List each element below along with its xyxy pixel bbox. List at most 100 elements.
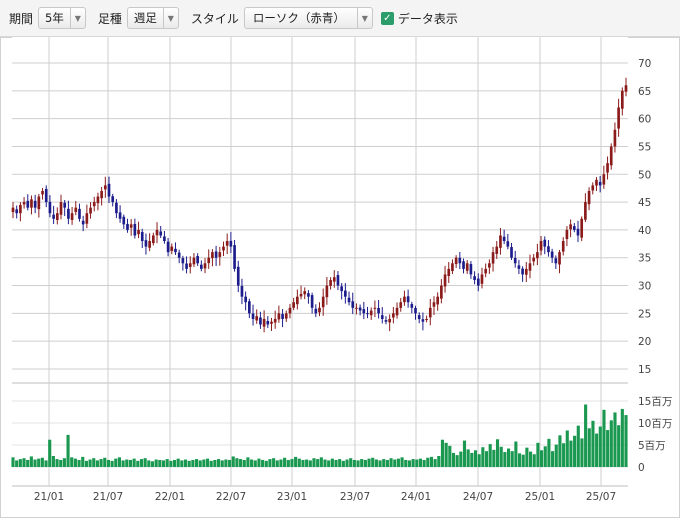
volume-bar bbox=[352, 459, 356, 467]
volume-bar bbox=[400, 457, 404, 467]
volume-bar bbox=[297, 458, 301, 467]
volume-bar bbox=[591, 420, 595, 467]
volume-bar bbox=[525, 447, 529, 467]
time-tick-label: 24/07 bbox=[463, 491, 493, 503]
volume-bar bbox=[448, 445, 452, 467]
chart-toolbar: 期間 5年 ▼ 足種 週足 ▼ スタイル ローソク（赤青） ▼ ✓ データ表示 bbox=[0, 0, 680, 37]
candle-up bbox=[465, 263, 469, 271]
volume-bar bbox=[22, 458, 26, 467]
volume-bar bbox=[139, 459, 144, 467]
candle-down bbox=[417, 315, 421, 319]
volume-bar bbox=[492, 449, 496, 467]
candle-down bbox=[572, 226, 576, 230]
volume-bar bbox=[418, 458, 423, 467]
time-tick-label: 21/01 bbox=[34, 491, 64, 503]
volume-bar bbox=[554, 444, 558, 467]
candle-down bbox=[377, 308, 380, 314]
volume-bar bbox=[257, 458, 261, 467]
candle-down bbox=[421, 319, 425, 322]
volume-bar bbox=[584, 404, 588, 467]
candle-up bbox=[565, 229, 569, 240]
candle-up bbox=[303, 291, 307, 295]
volume-bar bbox=[272, 458, 276, 467]
candle-up bbox=[447, 268, 451, 277]
candle-up bbox=[436, 296, 439, 305]
candle-down bbox=[48, 201, 52, 214]
volume-bar bbox=[198, 460, 202, 467]
candle-down bbox=[67, 208, 70, 219]
volume-bar bbox=[216, 459, 221, 467]
candle-up bbox=[284, 313, 288, 319]
candle-down bbox=[517, 265, 521, 269]
volume-bar bbox=[316, 459, 320, 467]
candle-up bbox=[495, 246, 499, 254]
interval-dropdown[interactable]: 週足 ▼ bbox=[126, 7, 179, 29]
candle-up bbox=[602, 174, 606, 185]
volume-bar bbox=[15, 460, 19, 467]
volume-bar bbox=[514, 441, 518, 467]
volume-bar bbox=[128, 459, 133, 467]
volume-bar bbox=[117, 457, 122, 467]
candle-up bbox=[587, 190, 591, 205]
candle-down bbox=[115, 202, 118, 214]
volume-bar bbox=[154, 459, 158, 467]
candle-down bbox=[366, 313, 369, 315]
chevron-down-icon: ▼ bbox=[162, 8, 178, 28]
volume-bar bbox=[264, 460, 268, 467]
time-tick-label: 21/07 bbox=[93, 491, 123, 503]
volume-bar bbox=[40, 457, 44, 467]
candle-down bbox=[163, 236, 166, 242]
candle-up bbox=[403, 296, 406, 303]
volume-bar bbox=[609, 420, 613, 467]
volume-bar bbox=[371, 457, 375, 467]
volume-bar bbox=[393, 459, 397, 467]
candle-down bbox=[26, 200, 30, 208]
candle-down bbox=[513, 257, 517, 264]
volume-bar bbox=[551, 451, 555, 467]
volume-bar bbox=[305, 459, 309, 467]
candle-up bbox=[225, 241, 229, 246]
candle-up bbox=[218, 252, 222, 257]
volume-bar bbox=[602, 409, 606, 467]
candle-up bbox=[561, 241, 565, 252]
volume-bar bbox=[286, 459, 290, 467]
volume-bar bbox=[558, 435, 562, 467]
candle-up bbox=[288, 307, 292, 314]
style-dropdown[interactable]: ローソク（赤青） ▼ bbox=[243, 7, 373, 29]
volume-bar bbox=[426, 457, 430, 467]
candle-down bbox=[248, 301, 251, 314]
period-value: 5年 bbox=[45, 11, 64, 25]
candle-down bbox=[458, 257, 462, 264]
volume-bar bbox=[459, 451, 463, 467]
candle-up bbox=[222, 246, 225, 251]
candle-down bbox=[144, 240, 148, 247]
candle-down bbox=[214, 251, 218, 258]
candle-up bbox=[137, 229, 140, 235]
volume-bar bbox=[356, 460, 360, 467]
candle-up bbox=[392, 313, 395, 318]
volume-bar bbox=[569, 440, 573, 467]
data-display-toggle[interactable]: ✓ データ表示 bbox=[380, 10, 458, 27]
period-dropdown[interactable]: 5年 ▼ bbox=[38, 7, 86, 29]
plot-background bbox=[12, 37, 628, 486]
candle-down bbox=[476, 278, 480, 286]
candle-down bbox=[502, 236, 506, 242]
candle-up bbox=[100, 190, 103, 199]
time-tick-label: 22/07 bbox=[216, 491, 246, 503]
candle-up bbox=[539, 241, 543, 251]
candle-up bbox=[170, 246, 174, 251]
volume-tick-label: 0 bbox=[638, 462, 645, 474]
volume-bar bbox=[484, 451, 489, 467]
volume-bar bbox=[587, 428, 591, 467]
candle-down bbox=[118, 212, 122, 219]
candle-down bbox=[307, 293, 310, 297]
price-tick-label: 45 bbox=[638, 197, 651, 209]
volume-bar bbox=[624, 415, 628, 467]
candle-down bbox=[185, 263, 188, 269]
candle-up bbox=[595, 179, 598, 186]
volume-bar bbox=[158, 459, 162, 467]
volume-bar bbox=[183, 459, 188, 467]
volume-bar bbox=[573, 435, 577, 467]
candle-down bbox=[126, 223, 129, 230]
volume-bar bbox=[169, 460, 173, 467]
